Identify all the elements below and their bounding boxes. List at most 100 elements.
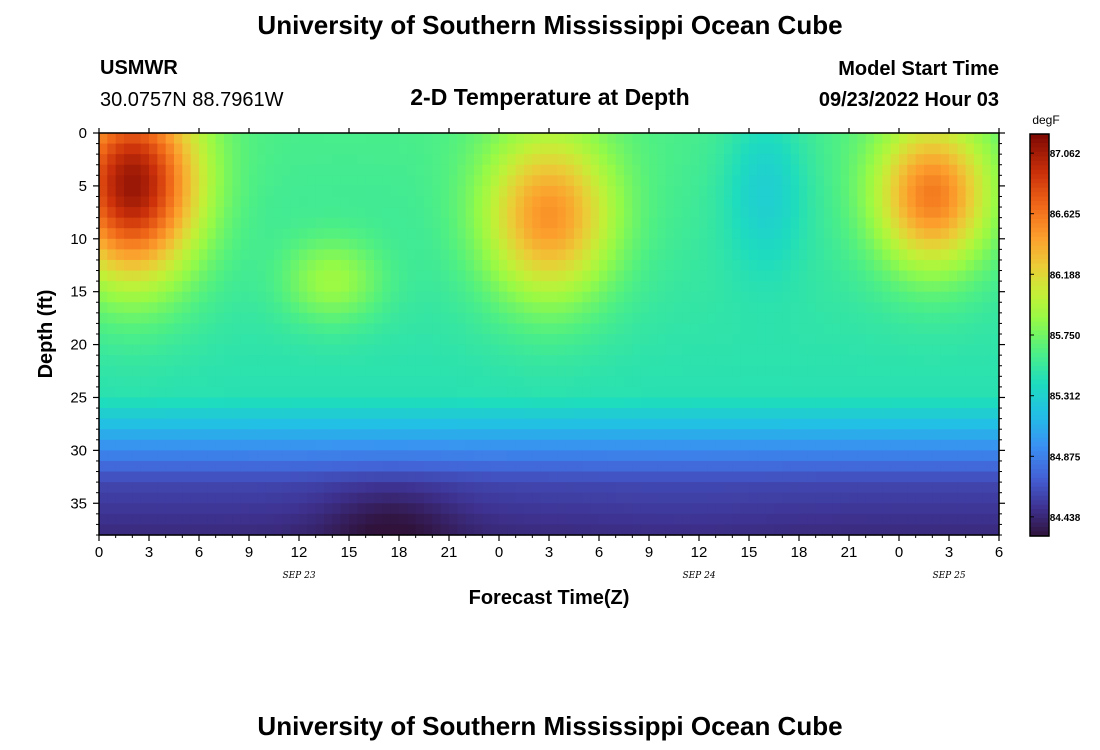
heatmap-cell: [757, 302, 767, 314]
heatmap-cell: [582, 154, 592, 166]
heatmap-cell: [915, 164, 925, 176]
heatmap-cell: [390, 397, 400, 409]
heatmap-cell: [699, 291, 708, 303]
heatmap-cell: [215, 207, 225, 219]
heatmap-cell: [132, 482, 142, 494]
date-label: SEP 25: [932, 571, 965, 581]
heatmap-cell: [815, 355, 825, 367]
heatmap-cell: [365, 365, 375, 377]
heatmap-cell: [832, 207, 842, 219]
heatmap-cell: [849, 471, 858, 483]
heatmap-cell: [557, 228, 567, 240]
heatmap-cell: [907, 418, 917, 430]
heatmap-cell: [982, 207, 992, 219]
heatmap-cell: [582, 376, 592, 388]
heatmap-cell: [874, 355, 883, 367]
heatmap-cell: [207, 249, 217, 261]
heatmap-cell: [882, 482, 892, 494]
colorbar-step: [1030, 348, 1049, 354]
heatmap-cell: [224, 217, 233, 229]
heatmap-cell: [765, 154, 775, 166]
heatmap-cell: [232, 185, 242, 198]
heatmap-cell: [524, 344, 533, 356]
heatmap-cell: [182, 365, 192, 377]
heatmap-cell: [924, 228, 933, 240]
heatmap-cell: [199, 429, 208, 441]
heatmap-cell: [240, 439, 250, 451]
heatmap-cell: [949, 291, 958, 303]
heatmap-cell: [874, 312, 883, 325]
heatmap-cell: [274, 492, 283, 504]
heatmap-cell: [690, 492, 700, 504]
heatmap-cell: [190, 524, 200, 536]
heatmap-cell: [657, 259, 667, 272]
heatmap-cell: [690, 143, 700, 155]
heatmap-cell: [974, 355, 983, 367]
heatmap-cell: [340, 460, 350, 473]
heatmap-cell: [257, 228, 267, 240]
heatmap-cell: [557, 185, 567, 198]
heatmap-cell: [324, 323, 333, 335]
heatmap-cell: [790, 503, 800, 515]
heatmap-cell: [390, 228, 400, 240]
heatmap-cell: [540, 217, 550, 229]
heatmap-cell: [465, 482, 475, 494]
heatmap-cell: [874, 259, 883, 272]
heatmap-cell: [274, 418, 283, 430]
heatmap-cell: [557, 386, 567, 399]
heatmap-cell: [240, 482, 250, 494]
heatmap-cell: [474, 408, 483, 420]
heatmap-cell: [640, 133, 650, 145]
heatmap-cell: [624, 471, 633, 483]
heatmap-cell: [524, 376, 533, 388]
heatmap-cell: [490, 513, 500, 526]
heatmap-cell: [349, 482, 358, 494]
heatmap-cell: [257, 323, 267, 335]
colorbar-step: [1030, 446, 1049, 452]
heatmap-cell: [890, 450, 900, 462]
heatmap-cell: [424, 281, 433, 293]
heatmap-cell: [882, 143, 892, 155]
heatmap-cell: [174, 386, 183, 399]
colorbar-step: [1030, 419, 1049, 425]
heatmap-cell: [474, 302, 483, 314]
heatmap-cell: [765, 365, 775, 377]
heatmap-cell: [174, 376, 183, 388]
heatmap-cell: [182, 386, 192, 399]
heatmap-cell: [249, 323, 258, 335]
heatmap-cell: [365, 238, 375, 250]
heatmap-cell: [882, 513, 892, 526]
heatmap-cell: [907, 207, 917, 219]
heatmap-cell: [449, 397, 458, 409]
heatmap-cell: [840, 154, 850, 166]
heatmap-cell: [515, 249, 525, 261]
heatmap-cell: [374, 207, 383, 219]
heatmap-cell: [332, 471, 342, 483]
heatmap-cell: [899, 291, 908, 303]
heatmap-cell: [815, 492, 825, 504]
heatmap-cell: [649, 482, 658, 494]
heatmap-cell: [615, 334, 625, 346]
heatmap-cell: [99, 228, 108, 240]
heatmap-cell: [374, 249, 383, 261]
heatmap-cell: [174, 207, 183, 219]
heatmap-cell: [424, 154, 433, 166]
heatmap-cell: [882, 492, 892, 504]
colorbar-step: [1030, 160, 1049, 166]
heatmap-cell: [874, 270, 883, 282]
heatmap-cell: [315, 143, 325, 155]
heatmap-cell: [782, 471, 792, 483]
heatmap-cell: [182, 175, 192, 187]
heatmap-cell: [399, 207, 408, 219]
heatmap-cell: [807, 185, 817, 198]
heatmap-cell: [782, 439, 792, 451]
heatmap-cell: [557, 492, 567, 504]
heatmap-cell: [465, 207, 475, 219]
heatmap-cell: [940, 281, 950, 293]
heatmap-cell: [832, 460, 842, 473]
heatmap-cell: [440, 344, 450, 356]
heatmap-cell: [657, 249, 667, 261]
heatmap-cell: [632, 175, 642, 187]
heatmap-cell: [840, 460, 850, 473]
heatmap-cell: [865, 323, 875, 335]
